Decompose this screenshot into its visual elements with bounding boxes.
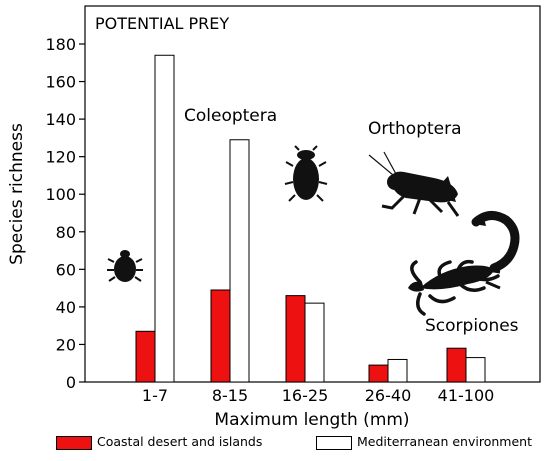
bar-coastal bbox=[285, 295, 306, 383]
y-axis: 0 20 40 60 80 100 120 140 160 180 bbox=[45, 35, 85, 392]
annotation-coleoptera: Coleoptera bbox=[184, 106, 277, 126]
legend: Coastal desert and islands Mediterranean… bbox=[0, 430, 550, 460]
bar-mediterranean bbox=[387, 358, 408, 383]
annotation-scorpiones: Scorpiones bbox=[425, 316, 519, 336]
y-tick-label: 40 bbox=[56, 298, 76, 317]
y-tick-label: 80 bbox=[56, 223, 76, 242]
beetle-small-icon bbox=[107, 250, 143, 282]
x-tick-label: 41-100 bbox=[438, 386, 495, 405]
bar-mediterranean bbox=[304, 302, 325, 383]
y-tick-label: 20 bbox=[56, 335, 76, 354]
legend-label-coastal: Coastal desert and islands bbox=[97, 434, 263, 449]
bar-coastal bbox=[368, 364, 389, 383]
x-axis: 1-7 8-15 16-25 26-40 41-100 bbox=[142, 386, 494, 405]
x-axis-title: Maximum length (mm) bbox=[214, 410, 409, 430]
bar-mediterranean bbox=[465, 357, 486, 383]
annotation-orthoptera: Orthoptera bbox=[368, 119, 462, 139]
bar-coastal bbox=[135, 330, 156, 383]
grasshopper-icon bbox=[368, 151, 460, 217]
y-tick-label: 140 bbox=[45, 110, 76, 129]
scorpion-icon bbox=[408, 211, 520, 316]
bar-coastal bbox=[446, 347, 467, 383]
panel-title: POTENTIAL PREY bbox=[95, 14, 229, 33]
y-tick-label: 0 bbox=[66, 373, 76, 392]
y-tick-label: 160 bbox=[45, 73, 76, 92]
y-tick-label: 60 bbox=[56, 260, 76, 279]
bar-mediterranean bbox=[229, 139, 250, 383]
x-tick-label: 26-40 bbox=[365, 386, 412, 405]
legend-swatch-coastal bbox=[56, 436, 92, 450]
y-tick-label: 120 bbox=[45, 148, 76, 167]
bars bbox=[135, 54, 486, 383]
y-axis-title: Species richness bbox=[7, 123, 27, 265]
y-tick-label: 180 bbox=[45, 35, 76, 54]
x-tick-label: 1-7 bbox=[142, 386, 168, 405]
x-tick-label: 8-15 bbox=[212, 386, 248, 405]
y-tick-label: 100 bbox=[45, 185, 76, 204]
legend-label-mediterranean: Mediterranean environment bbox=[357, 434, 532, 449]
bar-coastal bbox=[210, 289, 231, 383]
beetle-large-icon bbox=[284, 145, 328, 202]
x-tick-label: 16-25 bbox=[282, 386, 329, 405]
legend-swatch-mediterranean bbox=[316, 436, 352, 450]
bar-mediterranean bbox=[154, 54, 175, 383]
